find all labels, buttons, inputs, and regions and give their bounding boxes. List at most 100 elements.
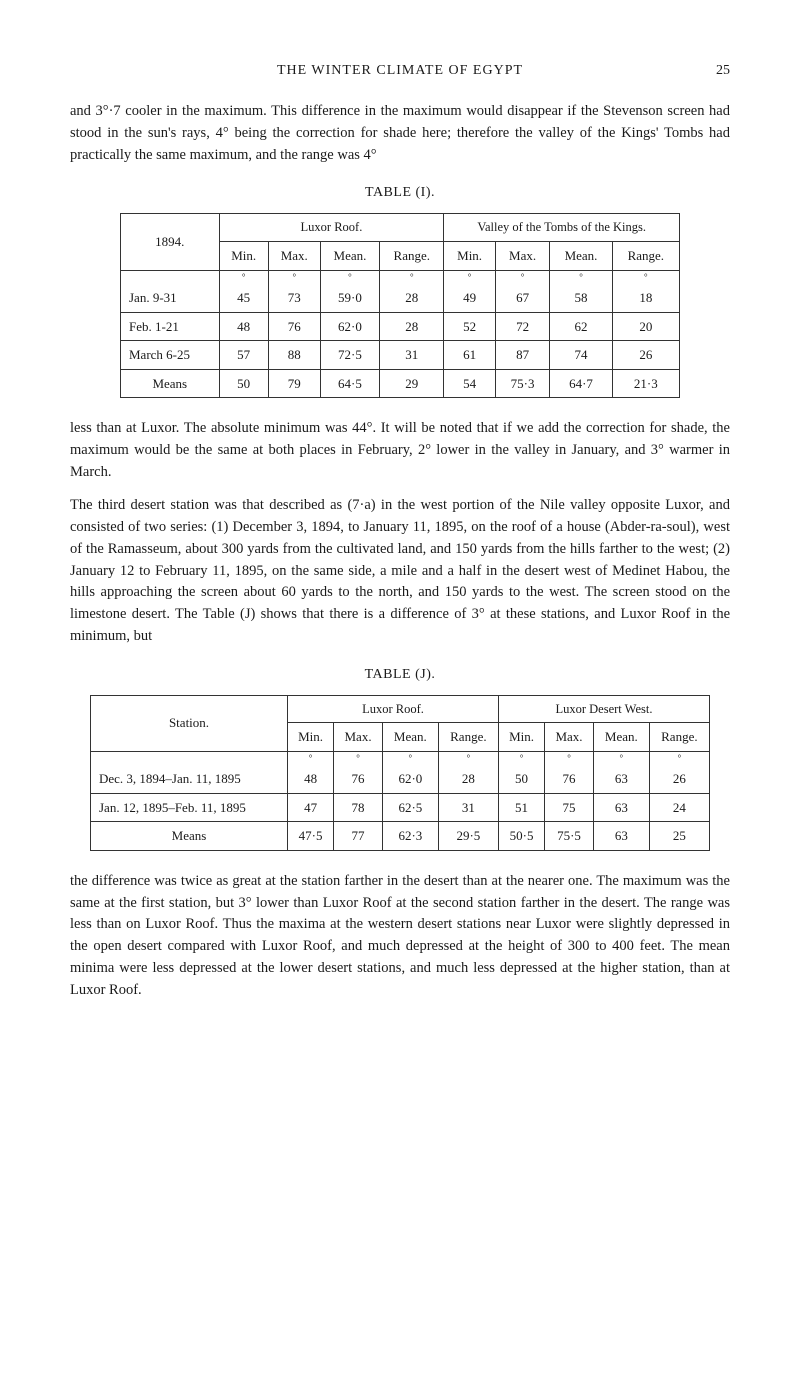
data-cell: 50 [498,765,544,793]
table-2-label: TABLE (J). [70,664,730,685]
data-cell: 47 [288,793,334,822]
sub-header: Range. [380,242,444,271]
table-2-degree-row: ° ° ° ° ° ° ° ° [91,751,710,765]
data-cell: 58 [550,284,612,312]
group-header-luxor: Luxor Roof. [219,214,444,242]
degree-cell-blank [91,751,288,765]
table-1-label: TABLE (I). [70,182,730,203]
degree-cell: ° [444,270,496,284]
data-cell: 76 [545,765,594,793]
page-header: THE WINTER CLIMATE OF EGYPT 25 [70,60,730,81]
means-cell: 62·3 [382,822,438,851]
degree-cell: ° [649,751,709,765]
data-cell: 62 [550,312,612,341]
means-cell: 77 [334,822,383,851]
table-1-header-row-1: 1894. Luxor Roof. Valley of the Tombs of… [121,214,680,242]
page-title: THE WINTER CLIMATE OF EGYPT [100,60,700,81]
sub-header: Range. [612,242,679,271]
degree-cell: ° [320,270,379,284]
table-1: 1894. Luxor Roof. Valley of the Tombs of… [120,213,680,398]
table-row: Feb. 1-21 48 76 62·0 28 52 72 62 20 [121,312,680,341]
means-cell: 75·3 [495,369,549,398]
sub-header: Mean. [382,723,438,752]
data-cell: 24 [649,793,709,822]
data-cell: 49 [444,284,496,312]
sub-header: Min. [219,242,268,271]
data-cell: 87 [495,341,549,370]
table-row: Dec. 3, 1894–Jan. 11, 1895 48 76 62·0 28… [91,765,710,793]
data-cell: 31 [380,341,444,370]
data-cell: 72·5 [320,341,379,370]
means-label: Means [121,369,220,398]
data-cell: 18 [612,284,679,312]
data-cell: 88 [268,341,320,370]
degree-cell: ° [438,751,498,765]
row-label: Feb. 1-21 [121,312,220,341]
sub-header: Range. [438,723,498,752]
group-header-luxor-desert: Luxor Desert West. [498,695,709,723]
sub-header: Max. [268,242,320,271]
means-label: Means [91,822,288,851]
degree-cell: ° [288,751,334,765]
sub-header: Min. [288,723,334,752]
table-row: March 6-25 57 88 72·5 31 61 87 74 26 [121,341,680,370]
table-row: Jan. 12, 1895–Feb. 11, 1895 47 78 62·5 3… [91,793,710,822]
degree-cell: ° [382,751,438,765]
sub-header: Max. [545,723,594,752]
data-cell: 78 [334,793,383,822]
means-cell: 50·5 [498,822,544,851]
degree-cell: ° [612,270,679,284]
data-cell: 51 [498,793,544,822]
data-cell: 61 [444,341,496,370]
degree-cell: ° [380,270,444,284]
degree-cell: ° [268,270,320,284]
table-means-row: Means 47·5 77 62·3 29·5 50·5 75·5 63 25 [91,822,710,851]
data-cell: 73 [268,284,320,312]
paragraph-2: less than at Luxor. The absolute minimum… [70,418,730,483]
station-header: Station. [91,695,288,751]
means-cell: 54 [444,369,496,398]
table-2-header-row-1: Station. Luxor Roof. Luxor Desert West. [91,695,710,723]
table-2: Station. Luxor Roof. Luxor Desert West. … [90,695,710,851]
data-cell: 76 [268,312,320,341]
sub-header: Min. [498,723,544,752]
means-cell: 47·5 [288,822,334,851]
data-cell: 26 [649,765,709,793]
degree-cell: ° [334,751,383,765]
data-cell: 59·0 [320,284,379,312]
sub-header: Mean. [593,723,649,752]
means-cell: 64·5 [320,369,379,398]
degree-cell: ° [498,751,544,765]
data-cell: 48 [219,312,268,341]
degree-cell: ° [219,270,268,284]
data-cell: 57 [219,341,268,370]
data-cell: 28 [380,312,444,341]
data-cell: 52 [444,312,496,341]
data-cell: 45 [219,284,268,312]
degree-cell: ° [550,270,612,284]
data-cell: 62·5 [382,793,438,822]
sub-header: Mean. [550,242,612,271]
paragraph-4: the difference was twice as great at the… [70,871,730,1002]
means-cell: 64·7 [550,369,612,398]
group-header-luxor-roof: Luxor Roof. [288,695,499,723]
data-cell: 63 [593,793,649,822]
paragraph-1: and 3°·7 cooler in the maximum. This dif… [70,101,730,166]
data-cell: 67 [495,284,549,312]
means-cell: 29·5 [438,822,498,851]
row-label: Dec. 3, 1894–Jan. 11, 1895 [91,765,288,793]
row-label: March 6-25 [121,341,220,370]
degree-cell: ° [495,270,549,284]
data-cell: 62·0 [382,765,438,793]
row-label: Jan. 12, 1895–Feb. 11, 1895 [91,793,288,822]
sub-header: Range. [649,723,709,752]
data-cell: 20 [612,312,679,341]
means-cell: 50 [219,369,268,398]
means-cell: 75·5 [545,822,594,851]
sub-header: Mean. [320,242,379,271]
table-1-degree-row: ° ° ° ° ° ° ° ° [121,270,680,284]
data-cell: 28 [438,765,498,793]
data-cell: 26 [612,341,679,370]
sub-header: Min. [444,242,496,271]
means-cell: 79 [268,369,320,398]
